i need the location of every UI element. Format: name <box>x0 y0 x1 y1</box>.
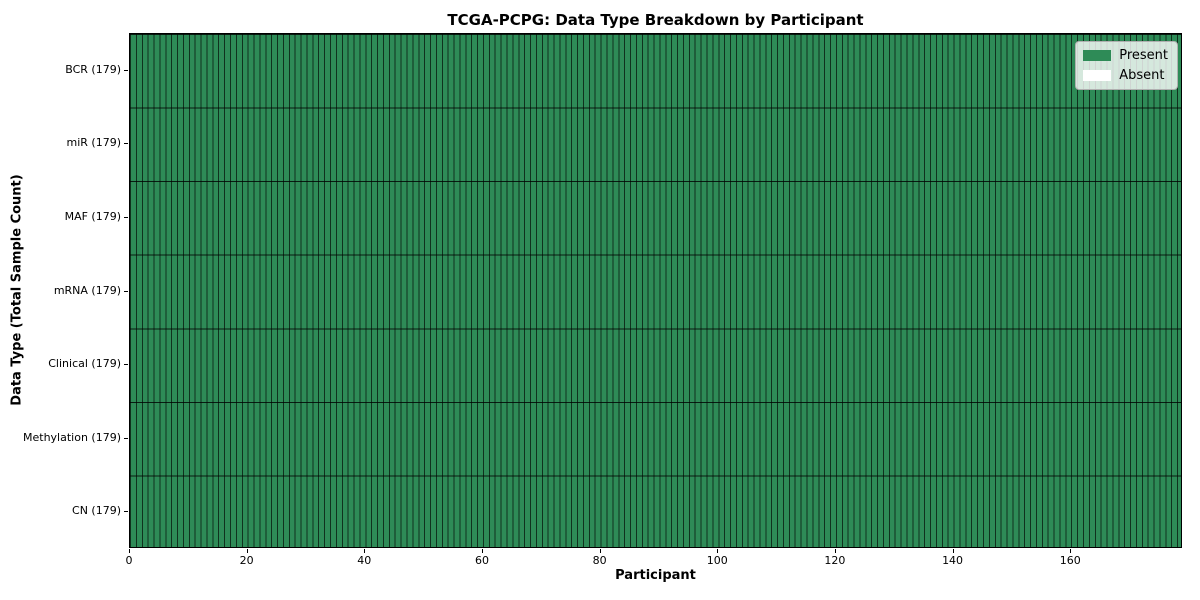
y-tick-label: mRNA (179) <box>53 283 121 297</box>
x-axis-title: Participant <box>615 568 696 583</box>
legend: Present Absent <box>1075 41 1178 90</box>
y-tick-label: Clinical (179) <box>48 357 121 371</box>
x-tick-mark <box>129 549 130 553</box>
x-tick-mark <box>364 549 366 553</box>
x-tick-mark <box>246 549 248 553</box>
legend-entry-present: Present <box>1083 48 1168 63</box>
y-tick-mark <box>124 437 128 439</box>
y-tick-mark <box>124 290 128 292</box>
x-tick-mark <box>481 549 483 553</box>
y-tick-mark <box>124 364 128 366</box>
y-tick-label: MAF (179) <box>64 209 121 223</box>
legend-label-absent: Absent <box>1119 68 1165 83</box>
x-tick-mark <box>599 549 601 553</box>
x-tick-label: 100 <box>706 554 728 567</box>
y-tick-mark <box>124 511 128 513</box>
legend-label-present: Present <box>1119 48 1168 63</box>
y-tick-mark <box>124 216 128 218</box>
legend-swatch-absent-icon <box>1083 70 1112 81</box>
x-tick-label: 80 <box>592 554 607 567</box>
x-tick-label: 40 <box>357 554 372 567</box>
plot-area: Present Absent <box>129 33 1182 548</box>
y-tick-label: Methylation (179) <box>23 430 121 444</box>
x-tick-mark <box>834 549 836 553</box>
x-tick-label: 60 <box>474 554 489 567</box>
y-tick-label: miR (179) <box>66 136 122 150</box>
chart-title: TCGA-PCPG: Data Type Breakdown by Partic… <box>447 11 864 29</box>
legend-swatch-present-icon <box>1083 50 1112 61</box>
x-tick-label: 20 <box>239 554 254 567</box>
y-tick-label: BCR (179) <box>65 62 121 76</box>
legend-entry-absent: Absent <box>1083 68 1168 83</box>
y-tick-mark <box>124 69 128 71</box>
x-tick-mark <box>717 549 719 553</box>
x-tick-label: 0 <box>125 554 133 567</box>
x-tick-mark <box>1070 549 1072 553</box>
x-tick-label: 140 <box>942 554 964 567</box>
x-tick-label: 160 <box>1059 554 1081 567</box>
x-tick-label: 120 <box>824 554 846 567</box>
y-tick-label: CN (179) <box>72 504 121 518</box>
y-tick-mark <box>124 143 128 145</box>
x-tick-mark <box>952 549 954 553</box>
